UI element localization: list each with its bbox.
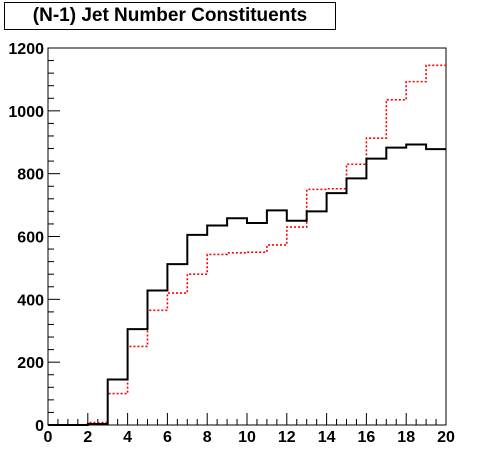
x-tick-label: 16: [358, 429, 376, 446]
x-axis: 0 2 4 6 8 10 12 14 16 18 20: [44, 413, 455, 446]
y-tick-label: 0: [35, 418, 44, 435]
series-red-dotted-line: [48, 64, 446, 426]
y-tick-label: 400: [17, 292, 44, 309]
x-tick-label: 0: [44, 429, 53, 446]
plot-frame: [47, 47, 447, 426]
y-tick-label: 800: [17, 167, 44, 184]
y-tick-label: 200: [17, 355, 44, 372]
y-axis: 0 200 400 600 800 1000 1200: [8, 41, 60, 435]
x-tick-label: 2: [83, 429, 92, 446]
series-black-solid-line: [48, 143, 446, 426]
x-tick-label: 10: [238, 429, 256, 446]
chart-title: (N-1) Jet Number Constituents: [32, 5, 308, 26]
y-tick-label: 1200: [8, 41, 44, 58]
x-tick-label: 18: [397, 429, 415, 446]
x-tick-label: 4: [123, 429, 132, 446]
y-tick-label: 600: [17, 230, 44, 247]
x-tick-label: 14: [318, 429, 336, 446]
x-tick-label: 8: [203, 429, 212, 446]
title-box: (N-1) Jet Number Constituents: [4, 2, 336, 30]
x-tick-label: 6: [163, 429, 172, 446]
x-tick-label: 12: [278, 429, 296, 446]
x-tick-label: 20: [437, 429, 455, 446]
y-tick-label: 1000: [8, 104, 44, 121]
series-group: [48, 64, 446, 426]
